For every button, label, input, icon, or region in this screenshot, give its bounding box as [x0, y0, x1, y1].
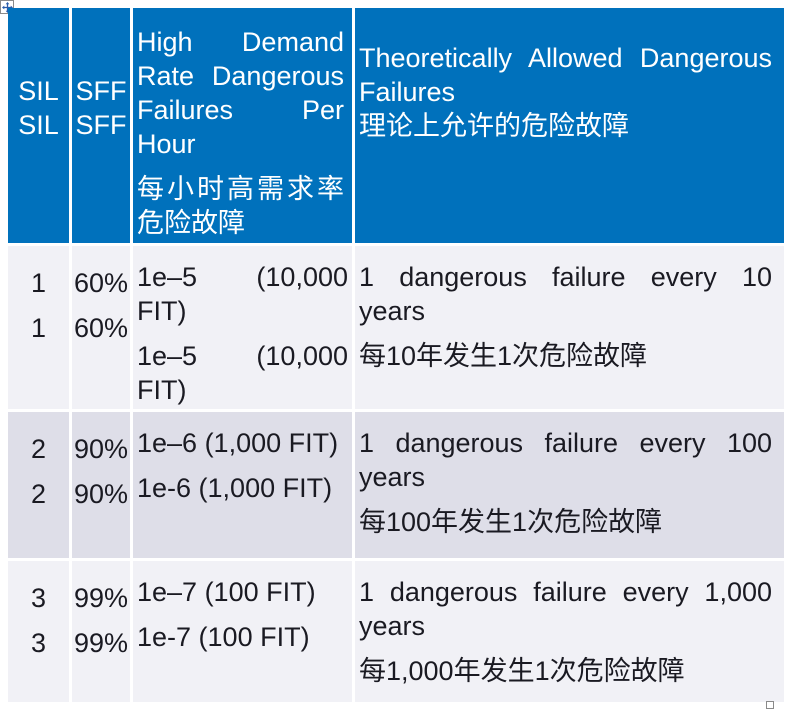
sil-value: 2	[30, 434, 47, 464]
rate-value: 1e-6 (1,000 FIT)	[137, 473, 333, 503]
sil-value: 1	[30, 268, 47, 298]
move-cross-icon	[1, 1, 13, 13]
allowed-en: 1 dangerous failure every 1,000 years	[359, 577, 772, 641]
header-sff-line2: SFF	[75, 110, 127, 140]
cell-sil1-rate[interactable]: 1e–5 (10,000 FIT) 1e–5 (10,000 FIT)	[133, 246, 352, 409]
sff-value: 90%	[73, 434, 129, 464]
cell-sil1-level[interactable]: 1 1	[8, 246, 69, 409]
cell-sil2-rate[interactable]: 1e–6 (1,000 FIT) 1e-6 (1,000 FIT)	[133, 412, 352, 558]
table-resize-handle[interactable]	[766, 701, 774, 709]
cell-sil2-level[interactable]: 2 2	[8, 412, 69, 558]
rate-value: 1e–5 (10,000 FIT)	[137, 262, 348, 326]
rate-value: 1e-7 (100 FIT)	[137, 622, 310, 652]
allowed-zh: 每10年发生1次危险故障	[359, 341, 648, 371]
header-cell-sil[interactable]: SIL SIL	[8, 8, 69, 243]
sff-value: 99%	[73, 628, 129, 658]
header-cell-rate[interactable]: High Demand Rate Dangerous Failures Per …	[133, 8, 352, 243]
allowed-en: 1 dangerous failure every 10 years	[359, 262, 772, 326]
header-sil-line1: SIL	[18, 76, 59, 106]
rate-value: 1e–5 (10,000 FIT)	[137, 341, 348, 405]
header-rate-zh: 每小时高需求率危险故障	[137, 174, 344, 238]
cell-sil2-allowed[interactable]: 1 dangerous failure every 100 years 每100…	[355, 412, 784, 558]
cell-sil2-sff[interactable]: 90% 90%	[72, 412, 130, 558]
sil-value: 1	[30, 313, 47, 343]
header-cell-allowed[interactable]: Theoretically Allowed Dangerous Failures…	[355, 8, 784, 243]
header-sil-line2: SIL	[18, 110, 59, 140]
sil-value: 3	[30, 628, 47, 658]
header-rate-en: High Demand Rate Dangerous Failures Per …	[137, 27, 344, 159]
header-sff-line1: SFF	[75, 76, 127, 106]
sil-value: 2	[30, 479, 47, 509]
sff-value: 99%	[73, 583, 129, 613]
sff-value: 90%	[73, 479, 129, 509]
rate-value: 1e–6 (1,000 FIT)	[137, 428, 339, 458]
rate-value: 1e–7 (100 FIT)	[137, 577, 316, 607]
allowed-zh: 每100年发生1次危险故障	[359, 507, 663, 537]
sil-value: 3	[30, 583, 47, 613]
header-cell-sff[interactable]: SFF SFF	[72, 8, 130, 243]
sil-table: SIL SIL SFF SFF High Demand Rate Dangero…	[8, 8, 784, 702]
allowed-en: 1 dangerous failure every 100 years	[359, 428, 772, 492]
allowed-zh: 每1,000年发生1次危险故障	[359, 656, 685, 686]
cell-sil3-sff[interactable]: 99% 99%	[72, 561, 130, 702]
sff-value: 60%	[73, 313, 129, 343]
cell-sil1-allowed[interactable]: 1 dangerous failure every 10 years 每10年发…	[355, 246, 784, 409]
sff-value: 60%	[73, 268, 129, 298]
cell-sil3-rate[interactable]: 1e–7 (100 FIT) 1e-7 (100 FIT)	[133, 561, 352, 702]
header-allowed-en: Theoretically Allowed Dangerous Failures	[359, 43, 772, 107]
header-allowed-zh: 理论上允许的危险故障	[359, 111, 629, 141]
cell-sil3-allowed[interactable]: 1 dangerous failure every 1,000 years 每1…	[355, 561, 784, 702]
cell-sil1-sff[interactable]: 60% 60%	[72, 246, 130, 409]
cell-sil3-level[interactable]: 3 3	[8, 561, 69, 702]
